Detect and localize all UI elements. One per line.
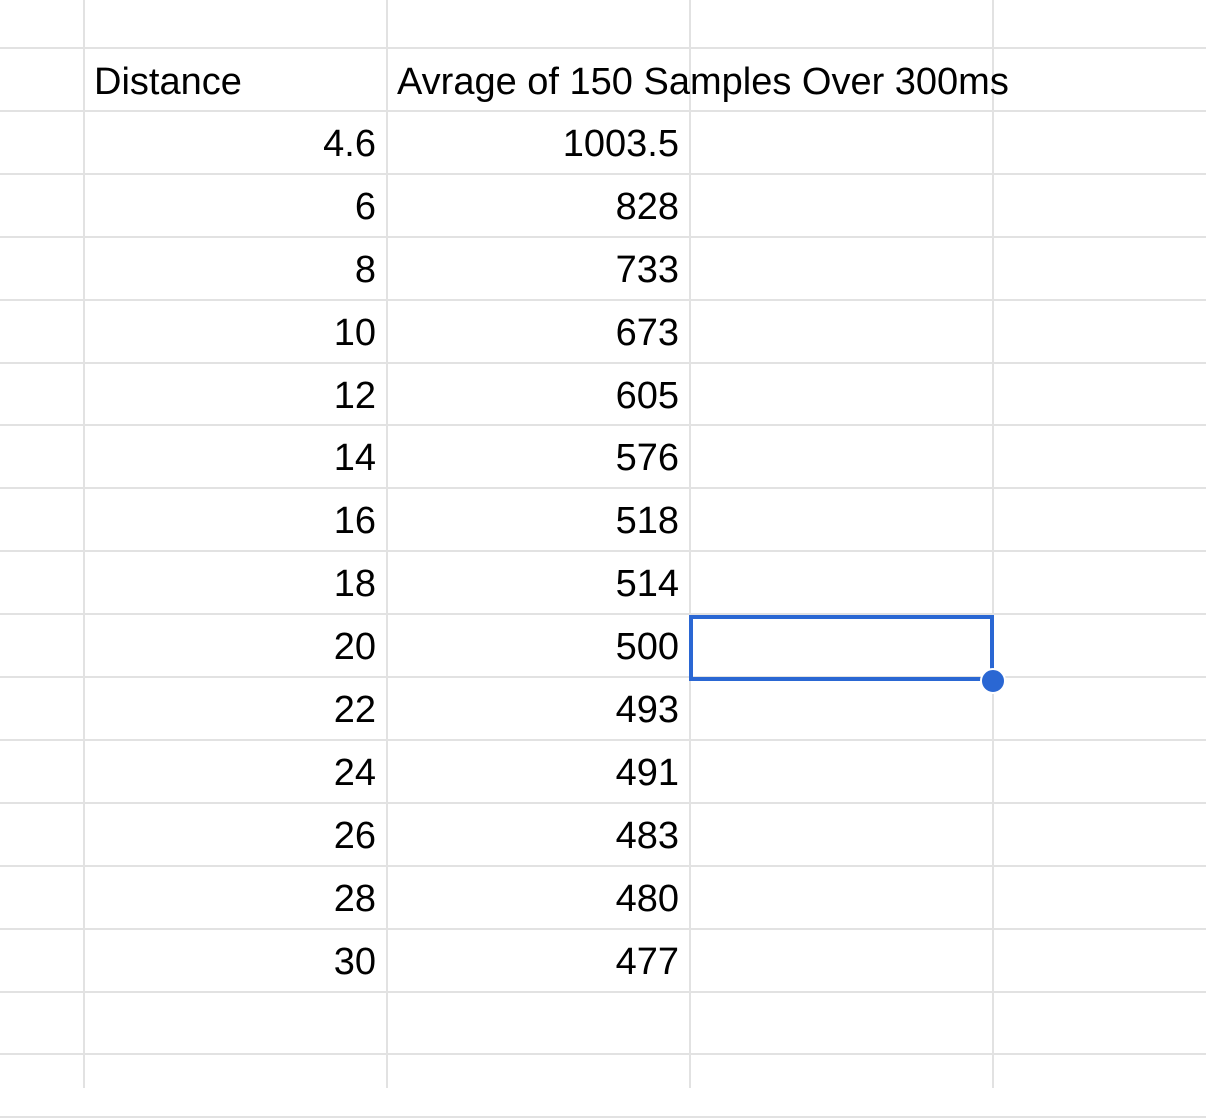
row-gridline	[0, 802, 1206, 804]
column-gridline	[689, 0, 691, 1088]
fill-handle[interactable]	[980, 668, 1006, 694]
cell-average[interactable]: 605	[615, 375, 679, 417]
cell-distance[interactable]: 24	[333, 752, 376, 794]
cell-distance[interactable]: 16	[333, 500, 376, 542]
header-cell-distance[interactable]: Distance	[94, 61, 242, 103]
cell-distance[interactable]: 10	[333, 312, 376, 354]
cell-average[interactable]: 480	[615, 878, 679, 920]
row-gridline	[0, 173, 1206, 175]
row-gridline	[0, 676, 1206, 678]
cell-average[interactable]: 673	[615, 312, 679, 354]
cell-distance[interactable]: 30	[333, 941, 376, 983]
row-gridline	[0, 236, 1206, 238]
row-gridline	[0, 47, 1206, 49]
cell-average[interactable]: 518	[615, 500, 679, 542]
row-gridline	[0, 424, 1206, 426]
row-gridline	[0, 299, 1206, 301]
cell-average[interactable]: 514	[615, 563, 679, 605]
row-gridline	[0, 487, 1206, 489]
cell-average[interactable]: 500	[615, 626, 679, 668]
cell-average[interactable]: 477	[615, 941, 679, 983]
header-cell-average[interactable]: Avrage of 150 Samples Over 300ms	[397, 61, 1009, 103]
cell-distance[interactable]: 18	[333, 563, 376, 605]
cell-average[interactable]: 576	[615, 437, 679, 479]
row-gridline	[0, 865, 1206, 867]
column-gridline	[83, 0, 85, 1088]
row-gridline	[0, 362, 1206, 364]
cell-distance[interactable]: 26	[333, 815, 376, 857]
cell-distance[interactable]: 28	[333, 878, 376, 920]
row-gridline	[0, 739, 1206, 741]
cell-average[interactable]: 1003.5	[562, 123, 679, 165]
cell-average[interactable]: 491	[615, 752, 679, 794]
cell-distance[interactable]: 14	[333, 437, 376, 479]
cell-distance[interactable]: 4.6	[323, 123, 376, 165]
row-gridline	[0, 991, 1206, 993]
row-gridline	[0, 1053, 1206, 1055]
row-gridline	[0, 613, 1206, 615]
cell-distance[interactable]: 12	[333, 375, 376, 417]
cell-distance[interactable]: 20	[333, 626, 376, 668]
row-gridline	[0, 550, 1206, 552]
cell-distance[interactable]: 22	[333, 689, 376, 731]
row-gridline	[0, 928, 1206, 930]
column-gridline	[992, 0, 994, 1088]
selected-cell-outline[interactable]	[689, 615, 994, 681]
column-gridline	[386, 0, 388, 1088]
cell-average[interactable]: 733	[615, 249, 679, 291]
cell-average[interactable]: 828	[615, 186, 679, 228]
cell-distance[interactable]: 6	[354, 186, 376, 228]
row-gridline	[0, 110, 1206, 112]
cell-average[interactable]: 493	[615, 689, 679, 731]
cell-average[interactable]: 483	[615, 815, 679, 857]
cell-distance[interactable]: 8	[354, 249, 376, 291]
